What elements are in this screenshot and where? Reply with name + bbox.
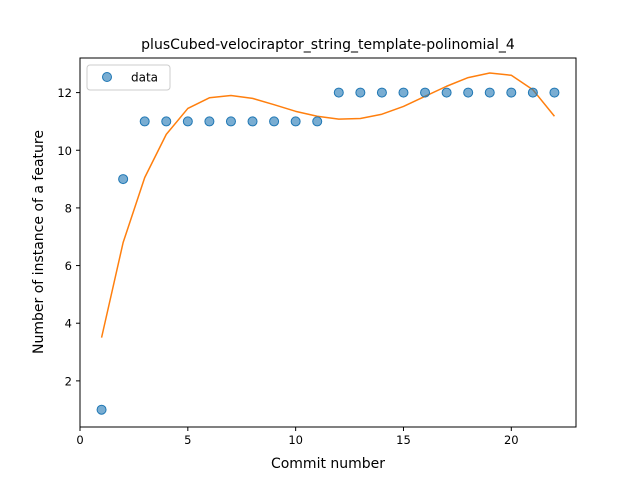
data-point	[269, 116, 280, 127]
data-point	[247, 116, 258, 127]
legend: data	[86, 64, 171, 91]
data-point	[376, 87, 387, 98]
y-tick-label: 12	[57, 86, 72, 100]
data-point	[506, 87, 517, 98]
data-point	[139, 116, 150, 127]
axes-frame	[79, 57, 577, 428]
data-point	[118, 174, 129, 185]
y-tick-label: 6	[65, 259, 72, 273]
chart-title: plusCubed-velociraptor_string_template-p…	[141, 37, 515, 53]
legend-marker-data	[102, 72, 112, 82]
x-tick-label: 5	[184, 433, 191, 447]
data-point	[355, 87, 366, 98]
y-tick-label: 2	[65, 374, 72, 388]
data-point	[204, 116, 215, 127]
x-axis-label: Commit number	[271, 456, 385, 472]
legend-label-data: data	[131, 71, 158, 85]
y-tick-label: 10	[57, 144, 72, 158]
data-point	[161, 116, 172, 127]
y-axis-label: Number of instance of a feature	[31, 130, 47, 354]
data-point	[225, 116, 236, 127]
data-point	[484, 87, 495, 98]
x-tick-label: 10	[288, 433, 303, 447]
data-point	[527, 87, 538, 98]
tick-layer: 0 5 10 15 20 2 4 6 8 10 12	[57, 86, 518, 447]
x-tick-label: 15	[396, 433, 411, 447]
plot-layer	[96, 72, 560, 415]
data-point	[549, 87, 560, 98]
data-point	[290, 116, 301, 127]
legend-box	[86, 64, 171, 91]
data-point	[398, 87, 409, 98]
y-tick-label: 4	[65, 317, 72, 331]
x-tick-label: 0	[76, 433, 83, 447]
data-point	[333, 87, 344, 98]
data-point	[312, 116, 323, 127]
y-tick-label: 8	[65, 201, 72, 215]
data-point	[182, 116, 193, 127]
data-point	[463, 87, 474, 98]
data-point	[420, 87, 431, 98]
data-point	[441, 87, 452, 98]
x-tick-label: 20	[504, 433, 519, 447]
fit-line	[100, 72, 556, 338]
data-point	[96, 404, 107, 415]
